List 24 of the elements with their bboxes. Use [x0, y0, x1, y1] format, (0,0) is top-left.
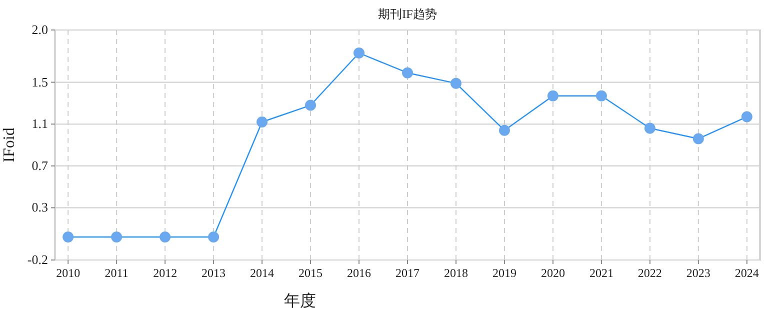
x-tick-label: 2020: [540, 266, 565, 280]
x-tick-label: 2011: [104, 266, 128, 280]
y-tick-label: 0.3: [32, 200, 48, 215]
chart-title: 期刊IF趋势: [378, 7, 437, 21]
x-tick-label: 2016: [347, 266, 372, 280]
y-tick-label: 2.0: [32, 22, 48, 37]
x-tick-label: 2022: [638, 266, 662, 280]
x-tick-label: 2010: [56, 266, 80, 280]
y-tick-label: 0.7: [32, 158, 48, 173]
x-axis-title: 年度: [284, 292, 316, 310]
x-tick-label: 2012: [153, 266, 178, 280]
x-tick-label: 2013: [202, 266, 226, 280]
y-tick-label: 1.5: [32, 74, 48, 90]
x-tick-label: 2023: [686, 266, 710, 280]
y-tick-label: 1.1: [32, 116, 48, 132]
x-tick-label: 2017: [396, 266, 420, 280]
x-tick-label: 2021: [589, 266, 614, 280]
y-tick-label: -0.2: [27, 252, 48, 267]
x-tick-label: 2019: [492, 266, 516, 280]
x-tick-label: 2015: [298, 266, 323, 280]
y-axis-title: IFoid: [1, 128, 18, 162]
x-tick-label: 2024: [734, 266, 759, 280]
x-tick-label: 2018: [444, 266, 468, 280]
x-tick-label: 2014: [250, 266, 274, 280]
